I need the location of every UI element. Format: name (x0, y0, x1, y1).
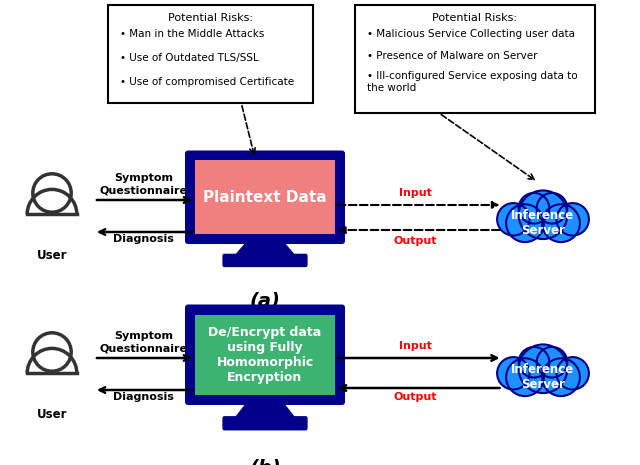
Text: • Ill-configured Service exposing data to
the world: • Ill-configured Service exposing data t… (367, 71, 578, 93)
Text: User: User (36, 249, 67, 262)
Text: Symptom
Questionnaire: Symptom Questionnaire (99, 332, 188, 353)
Polygon shape (234, 241, 296, 256)
Text: (b): (b) (249, 458, 281, 465)
Text: User: User (36, 408, 67, 421)
Circle shape (537, 193, 567, 224)
Circle shape (542, 204, 580, 242)
Text: Potential Risks:: Potential Risks: (433, 13, 518, 23)
FancyBboxPatch shape (195, 160, 335, 234)
Text: • Presence of Malware on Server: • Presence of Malware on Server (367, 51, 538, 61)
Text: • Man in the Middle Attacks: • Man in the Middle Attacks (120, 29, 264, 39)
Circle shape (506, 359, 544, 396)
Text: De/Encrypt data
using Fully
Homomorphic
Encryption: De/Encrypt data using Fully Homomorphic … (209, 326, 322, 384)
Bar (509, 369, 577, 387)
Text: Diagnosis: Diagnosis (113, 392, 174, 402)
Text: Symptom
Questionnaire: Symptom Questionnaire (99, 173, 188, 195)
Text: Output: Output (393, 236, 436, 246)
Text: • Malicious Service Collecting user data: • Malicious Service Collecting user data (367, 29, 575, 39)
Circle shape (497, 203, 529, 235)
Text: Inference
Server: Inference Server (511, 363, 575, 391)
Circle shape (557, 203, 589, 235)
Circle shape (506, 204, 544, 242)
Circle shape (518, 347, 549, 378)
Circle shape (537, 347, 567, 378)
FancyBboxPatch shape (223, 254, 308, 267)
Polygon shape (234, 402, 296, 418)
Circle shape (518, 345, 567, 393)
Circle shape (518, 191, 567, 239)
Text: • Use of compromised Certificate: • Use of compromised Certificate (120, 77, 294, 87)
Text: Diagnosis: Diagnosis (113, 234, 174, 244)
Bar (509, 215, 577, 233)
FancyBboxPatch shape (355, 5, 595, 113)
FancyBboxPatch shape (108, 5, 313, 103)
Text: Input: Input (399, 341, 431, 351)
Text: (a): (a) (250, 292, 280, 311)
Circle shape (557, 357, 589, 390)
Text: Potential Risks:: Potential Risks: (168, 13, 253, 23)
Circle shape (518, 193, 549, 224)
Circle shape (497, 357, 529, 390)
Text: Inference
Server: Inference Server (511, 209, 575, 237)
Text: • Use of Outdated TLS/SSL: • Use of Outdated TLS/SSL (120, 53, 259, 63)
Text: Output: Output (393, 392, 436, 402)
FancyBboxPatch shape (185, 305, 345, 405)
Text: Plaintext Data: Plaintext Data (203, 190, 327, 205)
Text: Input: Input (399, 188, 431, 198)
FancyBboxPatch shape (223, 416, 308, 431)
FancyBboxPatch shape (195, 314, 335, 395)
FancyBboxPatch shape (185, 151, 345, 244)
Circle shape (542, 359, 580, 396)
